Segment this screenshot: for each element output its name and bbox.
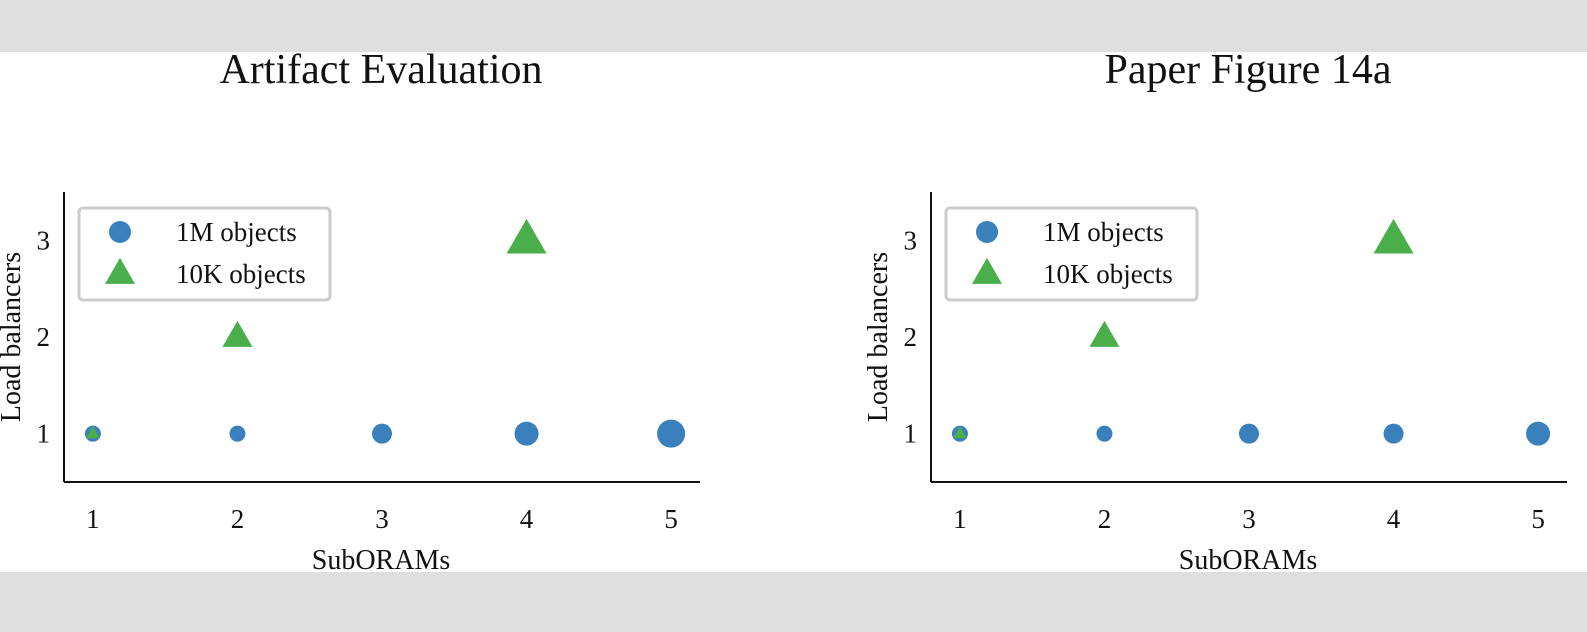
data-point-1m (1526, 421, 1551, 446)
data-point-10k (1373, 218, 1414, 254)
x-tick-label: 3 (1242, 504, 1256, 534)
x-tick-label: 5 (664, 504, 678, 534)
y-tick-label: 3 (904, 225, 918, 255)
x-tick-label: 2 (1098, 504, 1112, 534)
data-point-1m (229, 425, 246, 442)
x-tick-label: 3 (375, 504, 389, 534)
data-point-1m (1383, 423, 1404, 444)
legend-label: 10K objects (1043, 259, 1173, 289)
y-tick-label: 1 (37, 419, 51, 449)
x-axis-label: SubORAMs (312, 545, 450, 572)
x-axis-label: SubORAMs (1179, 545, 1317, 572)
legend-marker-triangle (972, 257, 1002, 284)
data-point-1m (514, 421, 539, 446)
legend: 1M objects 10K objects (944, 206, 1199, 302)
legend-marker-circle (109, 221, 131, 243)
x-tick-label: 4 (520, 504, 534, 534)
legend-label: 1M objects (1043, 217, 1164, 247)
chart-title: Paper Figure 14a (1105, 52, 1392, 93)
x-tick-label: 4 (1387, 504, 1401, 534)
data-point-10k (222, 320, 253, 347)
legend-marker-circle (976, 221, 998, 243)
y-tick-label: 2 (37, 322, 51, 352)
x-tick-label: 1 (86, 504, 100, 534)
x-tick-label: 2 (231, 504, 245, 534)
data-point-10k (952, 426, 967, 439)
legend-box (77, 206, 332, 302)
figure-canvas: Artifact Evaluation 1 2 3 4 5 1 2 3 SubORAMs Load … (0, 52, 1587, 572)
data-point-1m (1096, 425, 1113, 442)
y-tick-label: 2 (904, 322, 918, 352)
chart-panel-1: Artifact Evaluation 1 2 3 4 5 1 2 3 SubORAMs Load … (0, 52, 700, 572)
legend-label: 1M objects (176, 217, 297, 247)
data-point-10k (506, 218, 547, 254)
legend-box (944, 206, 1199, 302)
legend-marker-triangle (105, 257, 135, 284)
legend-label: 10K objects (176, 259, 306, 289)
data-point-10k (1089, 320, 1120, 347)
x-tick-label: 5 (1531, 504, 1545, 534)
data-point-1m (1239, 423, 1259, 444)
data-point-1m (372, 423, 392, 444)
y-axis-label: Load balancers (0, 252, 27, 422)
y-axis-label: Load balancers (863, 252, 894, 422)
data-point-10k (85, 426, 100, 439)
chart-title: Artifact Evaluation (219, 52, 542, 93)
legend: 1M objects 10K objects (77, 206, 332, 302)
figure-svg: Artifact Evaluation 1 2 3 4 5 1 2 3 SubORAMs Load … (0, 52, 1567, 572)
chart-panel-2: Paper Figure 14a 1 2 3 4 5 1 2 3 SubORAMs Load bal… (863, 52, 1567, 572)
data-point-1m (657, 419, 686, 448)
y-tick-label: 3 (37, 225, 51, 255)
x-tick-label: 1 (953, 504, 967, 534)
y-tick-label: 1 (904, 419, 918, 449)
